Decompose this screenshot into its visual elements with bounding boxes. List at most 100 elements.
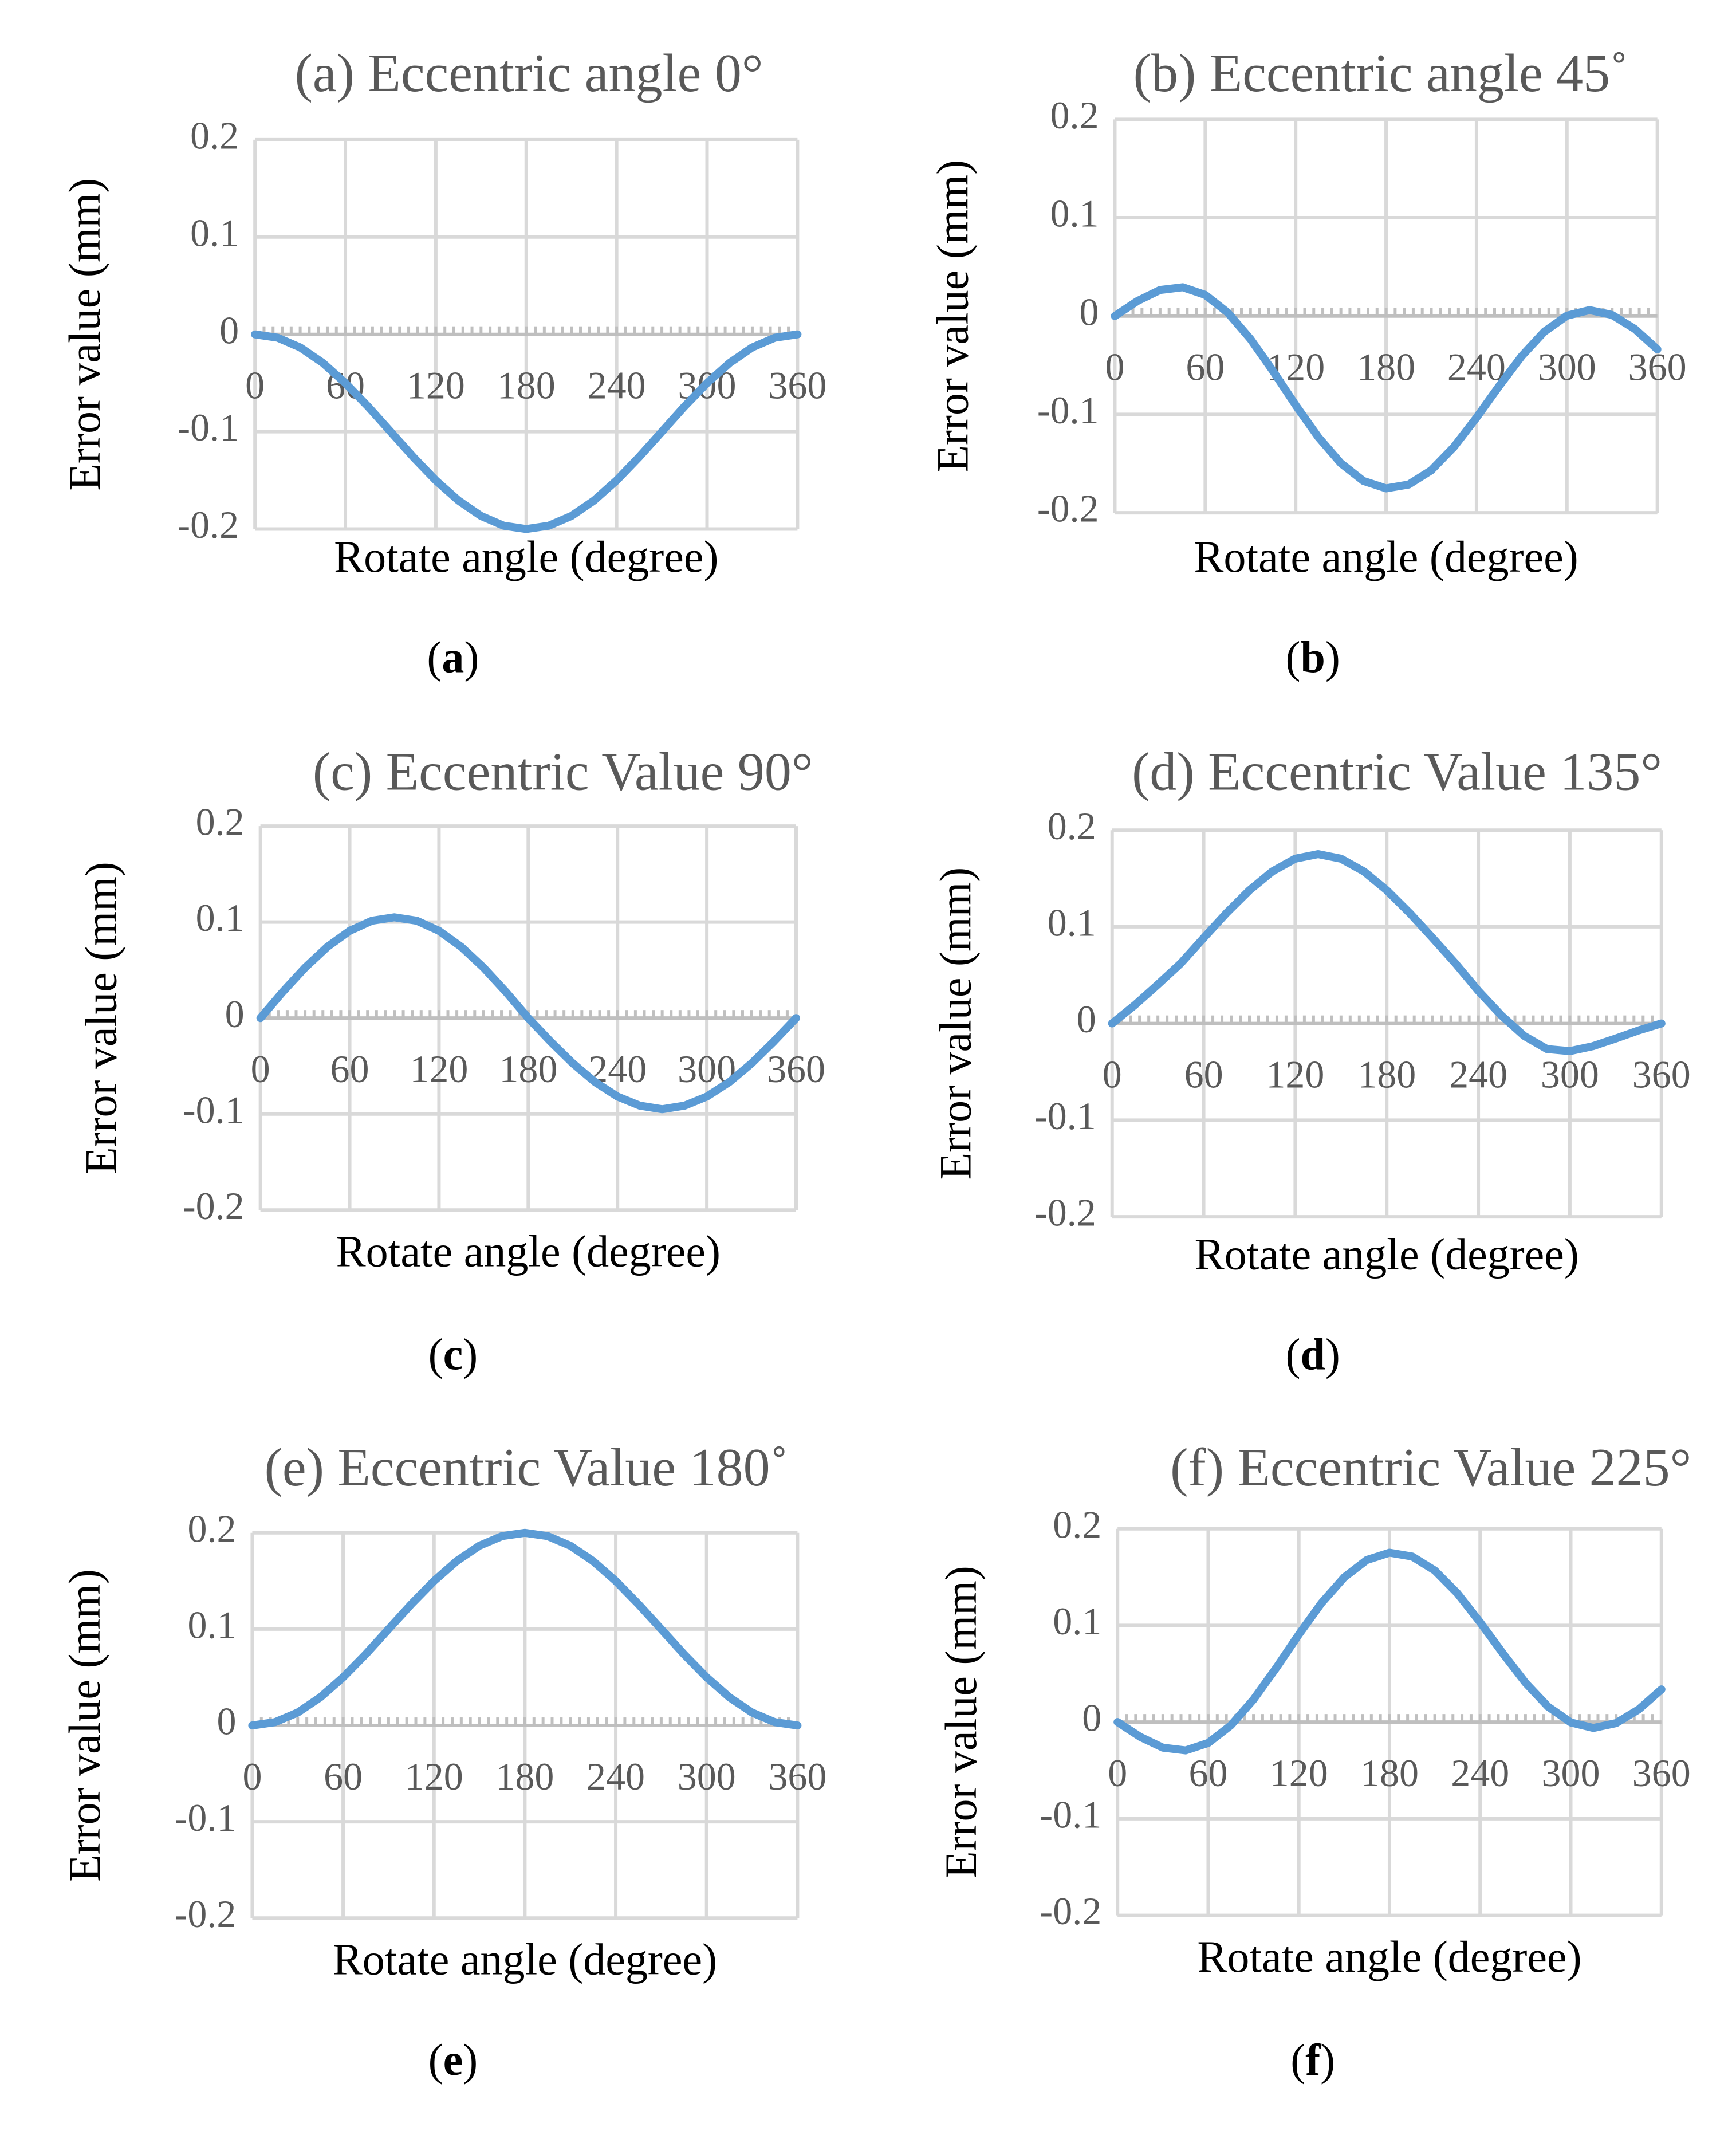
x-axis-label: Rotate angle (degree) xyxy=(333,1935,717,1984)
x-tick-label: 120 xyxy=(1266,1053,1324,1096)
y-tick-label: -0.2 xyxy=(175,1892,237,1936)
series-line xyxy=(1113,1548,1666,1755)
y-tick-label: 0 xyxy=(1079,290,1099,333)
x-axis-label: Rotate angle (degree) xyxy=(1194,532,1578,581)
series-line xyxy=(1111,283,1662,493)
caption-open-paren: ( xyxy=(1286,632,1301,682)
y-tick-label: -0.2 xyxy=(1040,1889,1102,1933)
y-tick-label: -0.1 xyxy=(183,1088,245,1131)
x-tick-label: 360 xyxy=(1632,1053,1691,1096)
x-axis-minor-ticks xyxy=(1125,1714,1654,1723)
x-tick-label: 360 xyxy=(768,364,826,407)
caption-letter: b xyxy=(1300,632,1325,682)
x-tick-label: 240 xyxy=(588,364,646,407)
caption-letter: f xyxy=(1305,2035,1321,2085)
x-tick-label: 120 xyxy=(1266,345,1325,389)
series-line xyxy=(256,913,800,1114)
caption-letter: d xyxy=(1300,1330,1325,1379)
x-tick-label: 360 xyxy=(767,1047,825,1091)
chart-title: (c) Eccentric Value 90° xyxy=(313,742,813,801)
y-tick-label: 0.2 xyxy=(190,114,239,158)
x-tick-label: 60 xyxy=(1186,345,1225,389)
chart-panel-b: (b) Eccentric angle 45˚0.20.10-0.1-0.20 6… xyxy=(928,44,1687,682)
chart-title: (e) Eccentric Value 180˚ xyxy=(265,1438,788,1497)
x-tick-label: 240 xyxy=(586,1755,645,1798)
x-axis-label: Rotate angle (degree) xyxy=(336,1226,721,1276)
y-tick-label: 0.2 xyxy=(187,1507,236,1550)
caption-close-paren: ) xyxy=(463,2035,478,2085)
caption-close-paren: ) xyxy=(1325,632,1340,682)
chart-panel-e: (e) Eccentric Value 180˚0.20.10-0.1-0.20… xyxy=(60,1438,826,2085)
caption-open-paren: ( xyxy=(1290,2035,1305,2085)
x-axis-label: Rotate angle (degree) xyxy=(334,532,718,581)
caption-letter: a xyxy=(442,632,464,682)
x-tick-label: 180 xyxy=(1360,1751,1419,1795)
x-tick-label: 240 xyxy=(1451,1751,1509,1795)
x-tick-label: 180 xyxy=(497,364,556,407)
series-line xyxy=(1108,850,1666,1055)
y-tick-label: 0.1 xyxy=(1050,192,1099,235)
chart-panel-c: (c) Eccentric Value 90°0.20.10-0.1-0.20 6… xyxy=(76,742,825,1379)
x-tick-label: 120 xyxy=(410,1047,468,1091)
x-tick-label: 120 xyxy=(1270,1751,1328,1795)
x-axis-label: Rotate angle (degree) xyxy=(1195,1229,1579,1279)
caption-letter: e xyxy=(443,2035,463,2085)
x-tick-label: 300 xyxy=(1538,345,1596,389)
x-tick-label: 60 xyxy=(1184,1053,1223,1096)
y-tick-label: 0.1 xyxy=(1048,901,1096,945)
caption-close-paren: ) xyxy=(463,1330,478,1379)
x-tick-label: 60 xyxy=(1188,1751,1227,1795)
x-tick-label: 360 xyxy=(1632,1751,1691,1795)
x-tick-label: 0 xyxy=(245,364,265,407)
y-axis-label: Error value (mm) xyxy=(936,1566,986,1878)
y-tick-label: -0.2 xyxy=(183,1184,245,1228)
subfigure-caption: (a) xyxy=(427,632,479,682)
x-tick-label: 240 xyxy=(1447,345,1506,389)
subfigure-caption: (f) xyxy=(1290,2035,1335,2085)
subfigure-caption: (b) xyxy=(1286,632,1340,682)
caption-open-paren: ( xyxy=(428,1330,443,1379)
y-tick-label: -0.1 xyxy=(1037,388,1099,432)
y-tick-label: 0 xyxy=(216,1700,236,1743)
x-tick-label: 180 xyxy=(1357,345,1415,389)
y-tick-label: -0.2 xyxy=(1037,487,1099,530)
x-tick-label: 300 xyxy=(1542,1751,1600,1795)
y-tick-label: -0.1 xyxy=(175,1796,237,1839)
y-tick-label: 0.1 xyxy=(1053,1599,1101,1643)
y-tick-label: 0.1 xyxy=(187,1603,236,1647)
y-tick-label: 0 xyxy=(1077,997,1096,1041)
x-tick-label: 180 xyxy=(495,1755,554,1798)
caption-close-paren: ) xyxy=(1325,1330,1340,1379)
chart-title: (a) Eccentric angle 0° xyxy=(295,44,763,103)
caption-open-paren: ( xyxy=(427,632,442,682)
y-tick-label: 0.2 xyxy=(1048,804,1096,848)
y-tick-label: 0.2 xyxy=(196,800,245,844)
series-line xyxy=(248,1528,802,1730)
y-tick-label: -0.2 xyxy=(1034,1191,1096,1234)
x-tick-label: 360 xyxy=(768,1755,826,1798)
y-tick-label: 0.2 xyxy=(1050,93,1099,137)
x-tick-label: 60 xyxy=(324,1755,363,1798)
x-tick-label: 180 xyxy=(1357,1053,1416,1096)
caption-close-paren: ) xyxy=(1320,2035,1335,2085)
caption-letter: c xyxy=(443,1330,463,1379)
y-tick-label: 0 xyxy=(225,992,245,1036)
chart-panel-d: (d) Eccentric Value 135°0.20.10-0.1-0.20… xyxy=(930,742,1690,1379)
y-tick-label: -0.1 xyxy=(1034,1094,1096,1138)
caption-open-paren: ( xyxy=(1286,1330,1301,1379)
caption-open-paren: ( xyxy=(428,2035,443,2085)
subfigure-caption: (e) xyxy=(428,2035,478,2085)
chart-panel-a: (a) Eccentric angle 0°0.20.10-0.1-0.20 60… xyxy=(60,44,826,682)
chart-title: (b) Eccentric angle 45˚ xyxy=(1133,44,1628,103)
x-tick-label: 60 xyxy=(330,1047,369,1091)
x-tick-label: 0 xyxy=(1105,345,1124,389)
x-tick-label: 0 xyxy=(251,1047,270,1091)
x-tick-label: 240 xyxy=(1449,1053,1507,1096)
x-tick-label: 0 xyxy=(1103,1053,1122,1096)
x-tick-label: 180 xyxy=(499,1047,557,1091)
y-tick-label: 0 xyxy=(1082,1696,1101,1740)
x-tick-label: 300 xyxy=(1541,1053,1599,1096)
chart-title: (d) Eccentric Value 135° xyxy=(1132,742,1662,801)
x-tick-label: 300 xyxy=(678,1755,736,1798)
